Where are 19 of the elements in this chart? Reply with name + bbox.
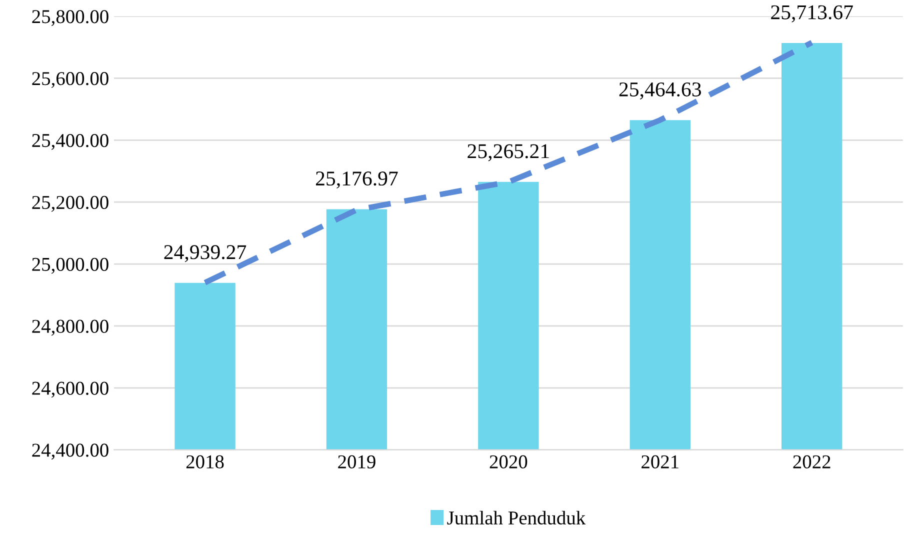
data-label: 24,939.27 xyxy=(164,245,246,262)
data-label: 25,713.67 xyxy=(771,5,853,22)
x-tick-label: 2019 xyxy=(338,455,376,468)
y-tick-label: 25,600.00 xyxy=(32,72,108,88)
y-tick-label: 24,800.00 xyxy=(32,320,108,336)
x-tick-label: 2021 xyxy=(642,455,678,468)
data-label: 25,176.97 xyxy=(316,172,398,189)
data-label: 25,464.63 xyxy=(619,82,701,100)
data-label: 25,265.21 xyxy=(468,144,549,162)
y-tick-label: 24,400.00 xyxy=(32,444,108,460)
y-tick-label: 25,000.00 xyxy=(32,258,108,274)
x-tick-label: 2020 xyxy=(490,455,528,468)
legend-label: Jumlah Penduduk xyxy=(447,510,586,525)
x-tick-label: 2018 xyxy=(186,455,224,468)
y-tick-label: 25,400.00 xyxy=(32,134,108,150)
x-tick-label: 2022 xyxy=(793,455,830,468)
y-tick-label: 25,200.00 xyxy=(32,196,108,212)
y-tick-label: 24,600.00 xyxy=(32,382,108,398)
y-tick-label: 25,800.00 xyxy=(32,10,108,26)
